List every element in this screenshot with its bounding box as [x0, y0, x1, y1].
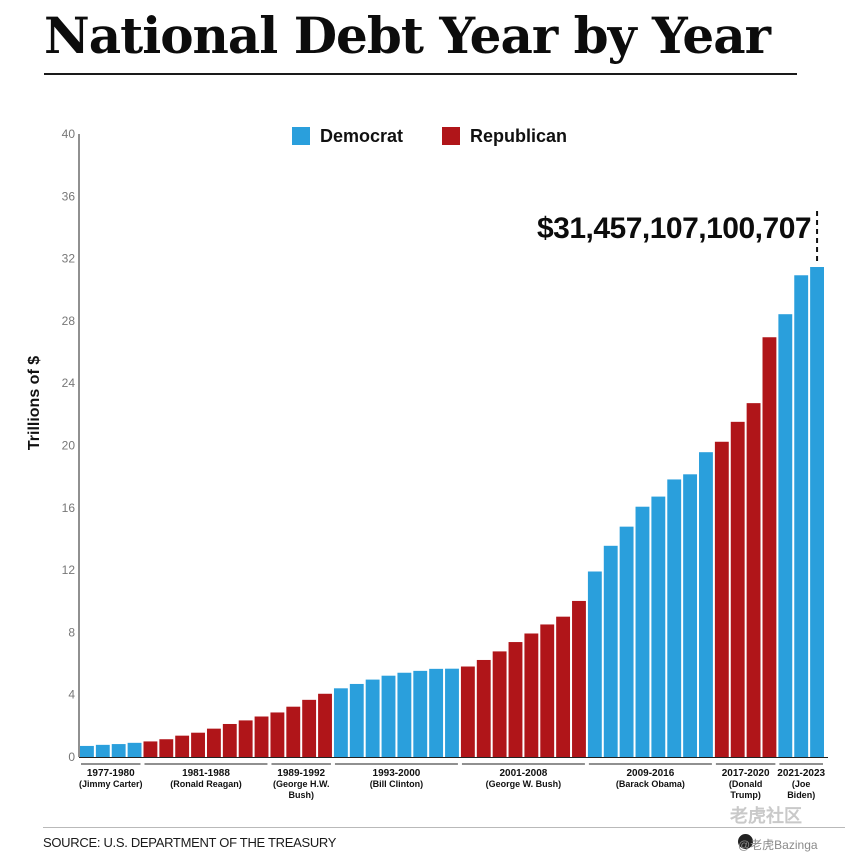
group-years-label: 1977-1980	[87, 768, 135, 779]
group-president-label: (Joe	[792, 779, 811, 789]
bar	[651, 496, 666, 757]
bar	[206, 728, 221, 757]
y-axis-title: Trillions of $	[26, 356, 43, 450]
title-divider	[44, 73, 797, 75]
bar	[746, 403, 761, 757]
bar	[413, 670, 428, 757]
group-years-label: 1981-1988	[182, 768, 230, 779]
group-president-label: (Donald	[729, 779, 763, 789]
page-title: National Debt Year by Year	[44, 6, 771, 65]
bar	[778, 314, 793, 757]
y-tick-label: 40	[62, 127, 76, 141]
y-tick-label: 16	[62, 501, 76, 515]
bar	[572, 600, 586, 757]
group-president-label: Bush)	[288, 790, 314, 800]
group-president-label: (Ronald Reagan)	[170, 779, 242, 789]
y-tick-label: 24	[62, 376, 76, 390]
bar	[333, 688, 348, 757]
bar	[492, 651, 507, 757]
bar	[238, 720, 253, 757]
bar	[95, 744, 110, 757]
bar	[540, 624, 555, 757]
watermark-logo-icon	[738, 834, 753, 849]
bar	[508, 642, 523, 757]
bar	[714, 441, 729, 757]
bar	[270, 712, 285, 757]
bar	[143, 741, 158, 757]
y-tick-label: 20	[62, 439, 76, 453]
legend-label-democrat: Democrat	[320, 126, 403, 146]
group-president-label: (Barack Obama)	[616, 779, 685, 789]
bar	[476, 659, 491, 757]
debt-bar-chart: 0 4 8 12 16 20 24 28 32 36 40 Trillions of $ 1977-19…	[26, 126, 828, 800]
bar	[175, 735, 190, 757]
bar	[254, 716, 269, 757]
y-tick-label: 8	[68, 625, 75, 639]
bar	[111, 744, 126, 757]
y-tick-label: 32	[62, 252, 76, 266]
bar	[286, 706, 301, 757]
bar	[445, 668, 459, 757]
bar	[683, 474, 698, 757]
group-years-label: 2009-2016	[626, 768, 674, 779]
bar	[556, 616, 571, 757]
bar	[222, 723, 237, 757]
legend-swatch-democrat	[292, 127, 310, 145]
legend-label-republican: Republican	[470, 126, 567, 146]
bar	[127, 742, 142, 757]
y-tick-label: 28	[62, 314, 76, 328]
bar	[762, 337, 777, 757]
group-years-label: 1993-2000	[373, 768, 421, 779]
y-tick-label: 36	[62, 189, 76, 203]
bar	[667, 479, 682, 757]
bar	[381, 675, 396, 757]
group-years-label: 1989-1992	[277, 768, 325, 779]
bar	[603, 545, 618, 757]
bar	[159, 739, 174, 757]
bar	[80, 745, 94, 757]
bar	[349, 683, 364, 757]
bar	[524, 633, 539, 757]
bar	[318, 693, 332, 757]
bar	[365, 679, 380, 757]
annotation-total-debt: $31,457,107,100,707	[537, 212, 811, 245]
group-president-label: Trump)	[730, 790, 761, 800]
legend-swatch-republican	[442, 127, 460, 145]
bar	[587, 571, 602, 757]
bar	[730, 421, 745, 757]
bar	[429, 668, 444, 757]
group-president-label: (George H.W.	[273, 779, 330, 789]
source-divider	[43, 827, 845, 828]
bar	[635, 506, 650, 757]
bar	[397, 672, 412, 757]
y-tick-label: 12	[62, 563, 76, 577]
bar	[302, 699, 317, 757]
group-president-label: (Bill Clinton)	[370, 779, 424, 789]
group-years-label: 2001-2008	[500, 768, 548, 779]
group-president-label: (George W. Bush)	[486, 779, 562, 789]
group-years-label: 2017-2020	[722, 768, 770, 779]
y-tick-label: 0	[68, 750, 75, 764]
bar	[619, 526, 634, 757]
bar	[794, 275, 809, 757]
watermark-handle: @老虎Bazinga	[738, 838, 818, 852]
watermark-text: 老虎社区	[730, 806, 802, 826]
bar	[460, 666, 475, 757]
source-note: SOURCE: U.S. DEPARTMENT OF THE TREASURY	[43, 835, 337, 850]
group-president-label: Biden)	[787, 790, 815, 800]
bar	[699, 452, 713, 757]
group-years-label: 2021-2023	[777, 768, 825, 779]
group-president-label: (Jimmy Carter)	[79, 779, 143, 789]
bar	[810, 267, 824, 757]
bar	[191, 732, 205, 757]
y-tick-label: 4	[68, 688, 75, 702]
